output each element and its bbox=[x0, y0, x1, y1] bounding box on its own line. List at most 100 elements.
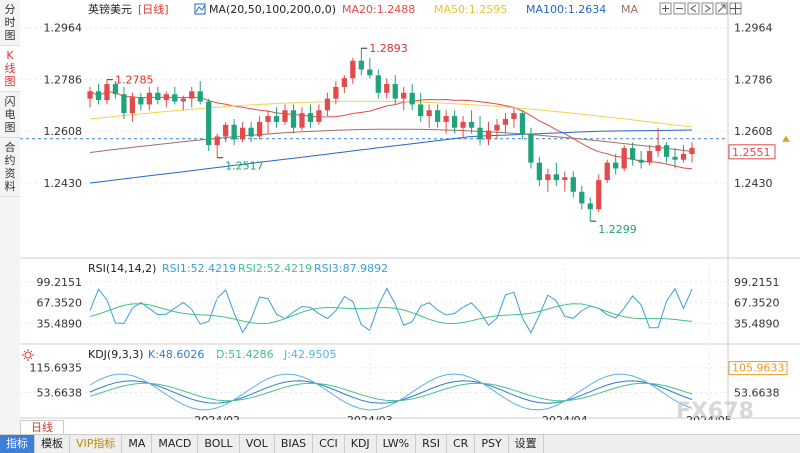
date-label: 2024/04 bbox=[542, 414, 588, 420]
candle-body bbox=[570, 177, 576, 192]
candle-body bbox=[646, 151, 653, 163]
candle-body bbox=[307, 113, 314, 122]
bottom-tab-9[interactable]: KDJ bbox=[345, 435, 377, 453]
candle-body bbox=[545, 174, 551, 181]
bottom-tab-8[interactable]: CCI bbox=[313, 435, 345, 453]
candle-body bbox=[604, 162, 610, 181]
left-tab-3[interactable]: 合约资料 bbox=[0, 138, 20, 197]
candle-body bbox=[189, 91, 195, 99]
bottom-tab-4[interactable]: MACD bbox=[152, 435, 199, 453]
candle-body bbox=[460, 121, 466, 128]
candle-body bbox=[375, 75, 381, 93]
rsi-tick-right: 67.3520 bbox=[734, 297, 780, 310]
kdj-d-value: D:51.4286 bbox=[216, 348, 274, 361]
kdj-d-line bbox=[89, 382, 693, 402]
rsi-axis: 99.2151 99.2151 67.3520 67.3520 35.4890 35.48… bbox=[20, 276, 780, 330]
candle-body bbox=[596, 180, 602, 210]
kdj-tick-right: 53.6638 bbox=[734, 387, 780, 400]
bottom-tab-12[interactable]: CR bbox=[447, 435, 476, 453]
kdj-j-value: J:42.9505 bbox=[283, 348, 336, 361]
candle-body bbox=[401, 92, 407, 99]
bottom-tab-5[interactable]: BOLL bbox=[198, 435, 240, 453]
day-period-tab[interactable]: 日线 bbox=[20, 420, 64, 435]
price-tick-left: 1.2786 bbox=[44, 73, 83, 86]
candle-body bbox=[129, 97, 136, 114]
candle-body bbox=[392, 84, 398, 99]
bottom-tab-13[interactable]: PSY bbox=[475, 435, 509, 453]
candle-body bbox=[655, 145, 661, 152]
bottom-tab-2[interactable]: VIP指标 bbox=[70, 435, 123, 453]
price-tick-left: 1.2964 bbox=[44, 22, 83, 35]
candle-body bbox=[468, 121, 475, 128]
bottom-tab-3[interactable]: MA bbox=[122, 435, 153, 453]
ma-line-glyph bbox=[195, 4, 206, 13]
candle-body bbox=[621, 148, 627, 169]
candle-body bbox=[630, 148, 636, 160]
ma50-value: MA50:1.2595 bbox=[434, 3, 507, 16]
period-label[interactable]: [日线] bbox=[138, 2, 169, 16]
candle-body bbox=[104, 84, 110, 101]
left-tab-2[interactable]: 闪电图 bbox=[0, 92, 20, 138]
bottom-tab-7[interactable]: BIAS bbox=[275, 435, 314, 453]
left-tab-0[interactable]: 分时图 bbox=[0, 0, 20, 46]
watermark: FX678 bbox=[676, 399, 754, 420]
price-tick-right: 1.2786 bbox=[734, 73, 773, 86]
kdj-settings-icon[interactable] bbox=[22, 349, 34, 361]
scroll-right-icon[interactable] bbox=[701, 2, 714, 15]
rsi-tick-right: 35.4890 bbox=[734, 317, 780, 330]
candle-body bbox=[443, 116, 449, 122]
candle-body bbox=[112, 84, 119, 95]
price-annotations: 1.2785 1.2517 1.2893 1.2299 bbox=[106, 42, 637, 236]
bottom-tab-1[interactable]: 模板 bbox=[35, 435, 70, 453]
chart-toolbar bbox=[659, 2, 742, 15]
scroll-left-icon[interactable] bbox=[687, 2, 700, 15]
candle-body bbox=[528, 133, 534, 163]
candle-body bbox=[536, 162, 543, 181]
bottom-tab-11[interactable]: RSI bbox=[416, 435, 447, 453]
candle-body bbox=[367, 69, 373, 76]
current-price-label: 1.2551 bbox=[732, 146, 771, 159]
kdj-k-value: K:48.6026 bbox=[148, 348, 204, 361]
price-tick-left: 1.2608 bbox=[44, 125, 83, 138]
bottom-tab-0[interactable]: 指标 bbox=[0, 435, 35, 453]
candle-body bbox=[231, 124, 237, 140]
candle-body bbox=[519, 113, 526, 134]
candle-body bbox=[689, 147, 695, 154]
ma100-value: MA100:1.2634 bbox=[526, 3, 606, 16]
rsi-tick-right: 99.2151 bbox=[734, 276, 780, 289]
candle-body bbox=[613, 162, 619, 169]
chart-background bbox=[20, 0, 800, 420]
candlestick-series bbox=[87, 48, 695, 222]
candle-body bbox=[273, 116, 280, 122]
candle-body bbox=[638, 159, 644, 163]
ma-toggle-icon[interactable] bbox=[194, 3, 206, 15]
candle-body bbox=[223, 124, 229, 137]
bottom-tab-10[interactable]: LW% bbox=[377, 435, 417, 453]
ma200-line bbox=[89, 128, 693, 153]
price-alert-icon[interactable] bbox=[782, 135, 790, 142]
price-annotation: 1.2517 bbox=[225, 160, 264, 173]
rsi-tick-left: 99.2151 bbox=[37, 276, 83, 289]
kdj-current-label: 105.9633 bbox=[732, 362, 785, 375]
price-tick-right: 1.2608 bbox=[734, 125, 773, 138]
price-annotation: 1.2785 bbox=[115, 74, 154, 87]
candle-body bbox=[663, 145, 670, 157]
price-annotation: 1.2299 bbox=[598, 223, 637, 236]
candle-body bbox=[290, 110, 297, 128]
candle-body bbox=[672, 156, 678, 160]
candle-body bbox=[418, 104, 424, 117]
kdj-tick-left: 115.6935 bbox=[30, 362, 83, 375]
rsi2-value: RSI2:52.4219 bbox=[238, 262, 312, 275]
symbol-name: 英镑美元 bbox=[88, 2, 132, 16]
bottom-tab-14[interactable]: 设置 bbox=[509, 435, 544, 453]
date-label: 2024/02 bbox=[194, 414, 240, 420]
kdj-legend: KDJ(9,3,3) K:48.6026 D:51.4286 J:42.9505 bbox=[22, 348, 336, 361]
candle-body bbox=[587, 203, 593, 210]
bottom-tab-6[interactable]: VOL bbox=[240, 435, 275, 453]
kdj-k-line bbox=[89, 380, 693, 404]
ma50-line bbox=[89, 100, 693, 128]
chart-area[interactable]: 英镑美元 [日线] MA(20,50,100,200,0,0) MA20:1.2… bbox=[20, 0, 800, 420]
